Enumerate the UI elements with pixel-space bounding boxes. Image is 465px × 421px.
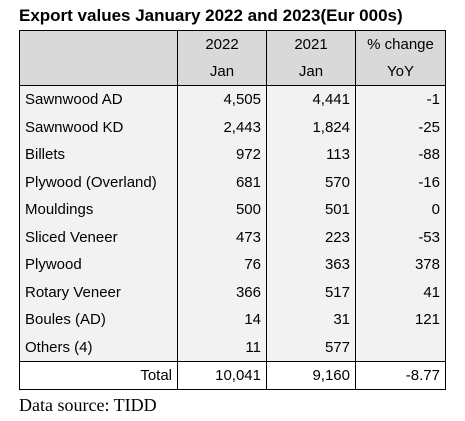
table-row: Billets 972 113 -88: [19, 141, 446, 169]
table-row: Mouldings 500 501 0: [19, 196, 446, 224]
value-2022-cell: 500: [177, 196, 267, 224]
table-row: Plywood (Overland) 681 570 -16: [19, 168, 446, 196]
header-change: % change: [355, 30, 446, 58]
change-cell: 41: [355, 278, 446, 306]
product-cell: Boules (AD): [19, 306, 178, 334]
product-cell: Billets: [19, 141, 178, 169]
value-2021-cell: 570: [266, 168, 356, 196]
total-label: Total: [19, 361, 178, 390]
value-2022-cell: 11: [177, 333, 267, 362]
value-2021-cell: 1,824: [266, 113, 356, 141]
value-2022-cell: 14: [177, 306, 267, 334]
header-cell: [19, 30, 178, 58]
value-2021-cell: 223: [266, 223, 356, 251]
value-2021-cell: 113: [266, 141, 356, 169]
change-cell: -88: [355, 141, 446, 169]
change-cell: -1: [355, 85, 446, 114]
change-cell: -16: [355, 168, 446, 196]
header-row-years: 2022 2021 % change: [19, 30, 446, 58]
header-cell: [19, 58, 178, 86]
product-cell: Plywood (Overland): [19, 168, 178, 196]
header-2022: 2022: [177, 30, 267, 58]
product-cell: Mouldings: [19, 196, 178, 224]
header-row-periods: Jan Jan YoY: [19, 58, 446, 86]
total-2021: 9,160: [266, 361, 356, 390]
data-source-note: Data source: TIDD: [19, 395, 157, 415]
value-2021-cell: 363: [266, 251, 356, 279]
table-row: Sawnwood AD 4,505 4,441 -1: [19, 85, 446, 114]
value-2021-cell: 577: [266, 333, 356, 362]
table-title: Export values January 2022 and 2023(Eur …: [19, 6, 403, 25]
total-change: -8.77: [355, 361, 446, 390]
value-2021-cell: 31: [266, 306, 356, 334]
product-cell: Rotary Veneer: [19, 278, 178, 306]
table-row: Sliced Veneer 473 223 -53: [19, 223, 446, 251]
header-2021: 2021: [266, 30, 356, 58]
value-2022-cell: 4,505: [177, 85, 267, 114]
value-2021-cell: 517: [266, 278, 356, 306]
change-cell: 0: [355, 196, 446, 224]
value-2022-cell: 972: [177, 141, 267, 169]
table-row: Sawnwood KD 2,443 1,824 -25: [19, 113, 446, 141]
product-cell: Plywood: [19, 251, 178, 279]
change-cell: [355, 333, 446, 362]
table-row: Others (4) 11 577: [19, 333, 446, 362]
change-cell: -53: [355, 223, 446, 251]
export-values-table: 2022 2021 % change Jan Jan YoY Sawnwood …: [19, 30, 446, 390]
value-2022-cell: 2,443: [177, 113, 267, 141]
total-2022: 10,041: [177, 361, 267, 390]
product-cell: Others (4): [19, 333, 178, 362]
value-2022-cell: 473: [177, 223, 267, 251]
value-2022-cell: 681: [177, 168, 267, 196]
value-2021-cell: 501: [266, 196, 356, 224]
header-jan-2021: Jan: [266, 58, 356, 86]
change-cell: 121: [355, 306, 446, 334]
change-cell: 378: [355, 251, 446, 279]
total-row: Total 10,041 9,160 -8.77: [19, 361, 446, 390]
table-row: Rotary Veneer 366 517 41: [19, 278, 446, 306]
table-row: Plywood 76 363 378: [19, 251, 446, 279]
header-jan-2022: Jan: [177, 58, 267, 86]
value-2021-cell: 4,441: [266, 85, 356, 114]
product-cell: Sawnwood AD: [19, 85, 178, 114]
product-cell: Sawnwood KD: [19, 113, 178, 141]
header-yoy: YoY: [355, 58, 446, 86]
product-cell: Sliced Veneer: [19, 223, 178, 251]
value-2022-cell: 76: [177, 251, 267, 279]
table-row: Boules (AD) 14 31 121: [19, 306, 446, 334]
change-cell: -25: [355, 113, 446, 141]
value-2022-cell: 366: [177, 278, 267, 306]
